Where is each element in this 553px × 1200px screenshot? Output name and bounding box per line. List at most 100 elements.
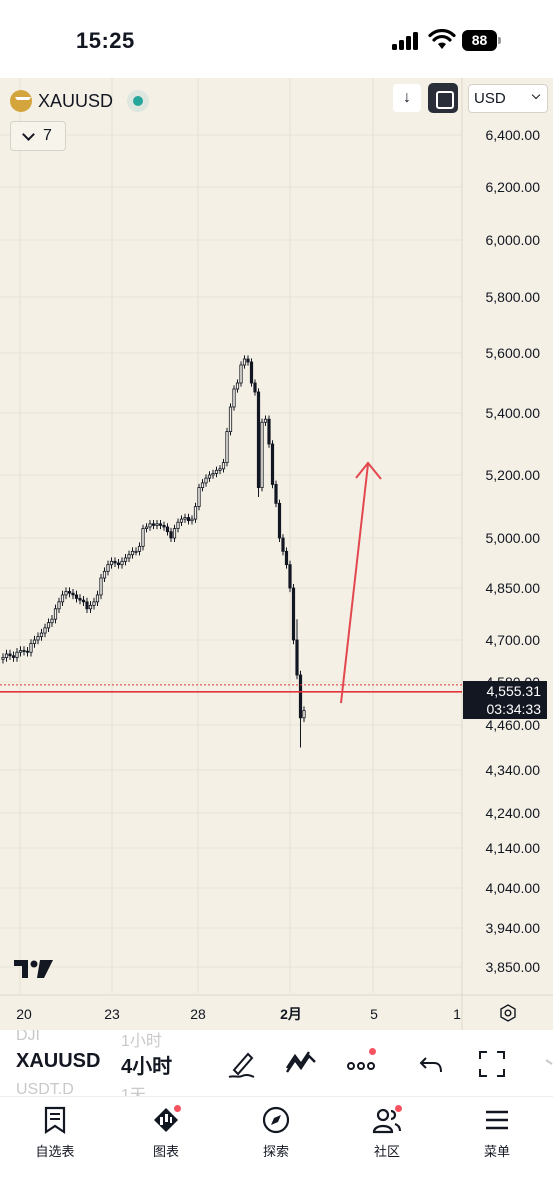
candle-down bbox=[74, 594, 79, 599]
candle-down bbox=[253, 382, 257, 393]
candle-down bbox=[71, 592, 75, 596]
price-axis-label: 4,340.00 bbox=[486, 762, 541, 778]
candle-down bbox=[151, 523, 156, 526]
candle-up bbox=[176, 521, 180, 529]
undo-icon[interactable] bbox=[416, 1048, 448, 1080]
chevron-down-icon bbox=[531, 90, 541, 100]
candle-down bbox=[249, 361, 254, 384]
candle-down bbox=[162, 524, 166, 528]
current-price: 4,555.31 bbox=[486, 683, 542, 699]
symbol-name: XAUUSD bbox=[38, 90, 114, 111]
candle-down bbox=[8, 653, 12, 657]
candle-up bbox=[43, 627, 47, 634]
scroll-more-icon[interactable] bbox=[538, 1048, 553, 1080]
price-axis-label: 4,700.00 bbox=[486, 632, 541, 648]
candle-down bbox=[116, 562, 121, 566]
tab-chart[interactable]: 图表 bbox=[126, 1105, 206, 1161]
candle-up bbox=[207, 474, 212, 479]
time-axis-label: 5 bbox=[370, 1006, 378, 1022]
time-axis-label: 1 bbox=[453, 1006, 461, 1022]
price-axis-label: 4,460.00 bbox=[486, 717, 541, 733]
battery-icon: 88 bbox=[462, 30, 502, 51]
time-axis-label: 20 bbox=[16, 1006, 32, 1022]
symbol-selector[interactable]: XAUUSD bbox=[16, 1050, 101, 1072]
candle-up bbox=[109, 560, 114, 566]
candle-up bbox=[228, 406, 233, 433]
drawing-tools-icon[interactable] bbox=[226, 1048, 258, 1080]
candle-up bbox=[95, 594, 100, 603]
price-axis-label: 5,600.00 bbox=[486, 345, 541, 361]
candle-up bbox=[39, 632, 44, 637]
chart-area[interactable]: 6,400.00 6,200.00 6,000.00 5,800.00 5,600.00… bbox=[0, 78, 553, 1030]
candle-up bbox=[214, 469, 219, 474]
scroll-to-latest-button[interactable]: ↓ bbox=[393, 84, 421, 112]
candle-up bbox=[218, 468, 222, 471]
tab-explore[interactable]: 探索 bbox=[236, 1105, 316, 1161]
tradingview-logo-icon bbox=[14, 960, 53, 978]
candle-up bbox=[4, 653, 9, 658]
candle-down bbox=[81, 599, 86, 603]
candlestick-chart[interactable]: 6,400.00 6,200.00 6,000.00 5,800.00 5,600.00… bbox=[0, 78, 553, 1030]
tab-label: 社区 bbox=[373, 1144, 400, 1159]
tab-label: 图表 bbox=[152, 1144, 179, 1159]
price-axis-label: 5,000.00 bbox=[486, 530, 541, 546]
candle-down bbox=[67, 591, 72, 594]
candle-up bbox=[221, 462, 226, 470]
candle-up bbox=[57, 601, 61, 610]
bottom-tab-bar: 自选表 图表 探索 社区 菜单 bbox=[0, 1096, 553, 1200]
candle-up bbox=[36, 636, 40, 641]
compass-icon bbox=[262, 1106, 290, 1134]
candle-up bbox=[197, 487, 201, 507]
bar-countdown: 03:34:33 bbox=[486, 701, 542, 717]
candle-up bbox=[148, 523, 152, 528]
more-icon[interactable] bbox=[346, 1048, 378, 1080]
candle-up bbox=[155, 523, 159, 526]
time-axis-settings-icon bbox=[500, 1004, 516, 1022]
fullscreen-icon[interactable] bbox=[476, 1048, 508, 1080]
drawn-arrow-shaft bbox=[340, 463, 369, 704]
candle-down bbox=[169, 531, 173, 539]
tab-menu[interactable]: 菜单 bbox=[457, 1105, 537, 1161]
currency-select[interactable]: USD bbox=[468, 84, 548, 113]
candle-down bbox=[158, 523, 163, 526]
candle-down bbox=[270, 443, 275, 485]
indicators-icon[interactable] bbox=[285, 1048, 317, 1080]
candle-up bbox=[260, 421, 264, 488]
ghost-symbol-above: DJI bbox=[16, 1030, 40, 1044]
candle-up bbox=[141, 528, 145, 547]
candle-up bbox=[200, 482, 205, 488]
candle-up bbox=[225, 431, 229, 464]
battery-level: 88 bbox=[462, 30, 497, 51]
indicator-count: 7 bbox=[43, 127, 52, 144]
drawn-arrow-head bbox=[355, 461, 382, 480]
tab-label: 菜单 bbox=[483, 1144, 510, 1159]
price-axis-label: 6,400.00 bbox=[486, 127, 541, 143]
candle-up bbox=[46, 622, 51, 629]
status-bar: 15:25 88 bbox=[0, 0, 553, 78]
candle-down bbox=[246, 358, 250, 363]
candle-up bbox=[130, 550, 135, 556]
chart-toolbar: DJI 1小时 USDT.D 1天 XAUUSD 4小时 bbox=[0, 1030, 553, 1096]
candle-down bbox=[288, 564, 292, 589]
interval-selector[interactable]: 4小时 bbox=[121, 1056, 173, 1078]
auto-fit-button[interactable] bbox=[428, 83, 458, 113]
tab-watchlist[interactable]: 自选表 bbox=[15, 1105, 95, 1161]
candle-up bbox=[88, 604, 93, 610]
candle-up bbox=[29, 643, 33, 653]
price-axis-label: 4,850.00 bbox=[486, 580, 541, 596]
price-axis-label: 5,200.00 bbox=[486, 467, 541, 483]
notification-dot bbox=[369, 1048, 376, 1055]
symbol-badge[interactable]: XAUUSD bbox=[10, 88, 150, 114]
indicators-toggle[interactable]: 7 bbox=[10, 121, 66, 151]
tab-community[interactable]: 社区 bbox=[347, 1105, 427, 1161]
notification-dot bbox=[174, 1105, 181, 1112]
candle-down bbox=[291, 587, 296, 641]
candle-up bbox=[190, 518, 194, 522]
candle-up bbox=[172, 528, 177, 539]
price-axis-label: 4,140.00 bbox=[486, 840, 541, 856]
candle-up bbox=[15, 651, 19, 658]
price-axis-label: 6,000.00 bbox=[486, 232, 541, 248]
candle-down bbox=[284, 550, 289, 566]
currency-value: USD bbox=[474, 90, 506, 107]
price-axis-label: 5,800.00 bbox=[486, 289, 541, 305]
